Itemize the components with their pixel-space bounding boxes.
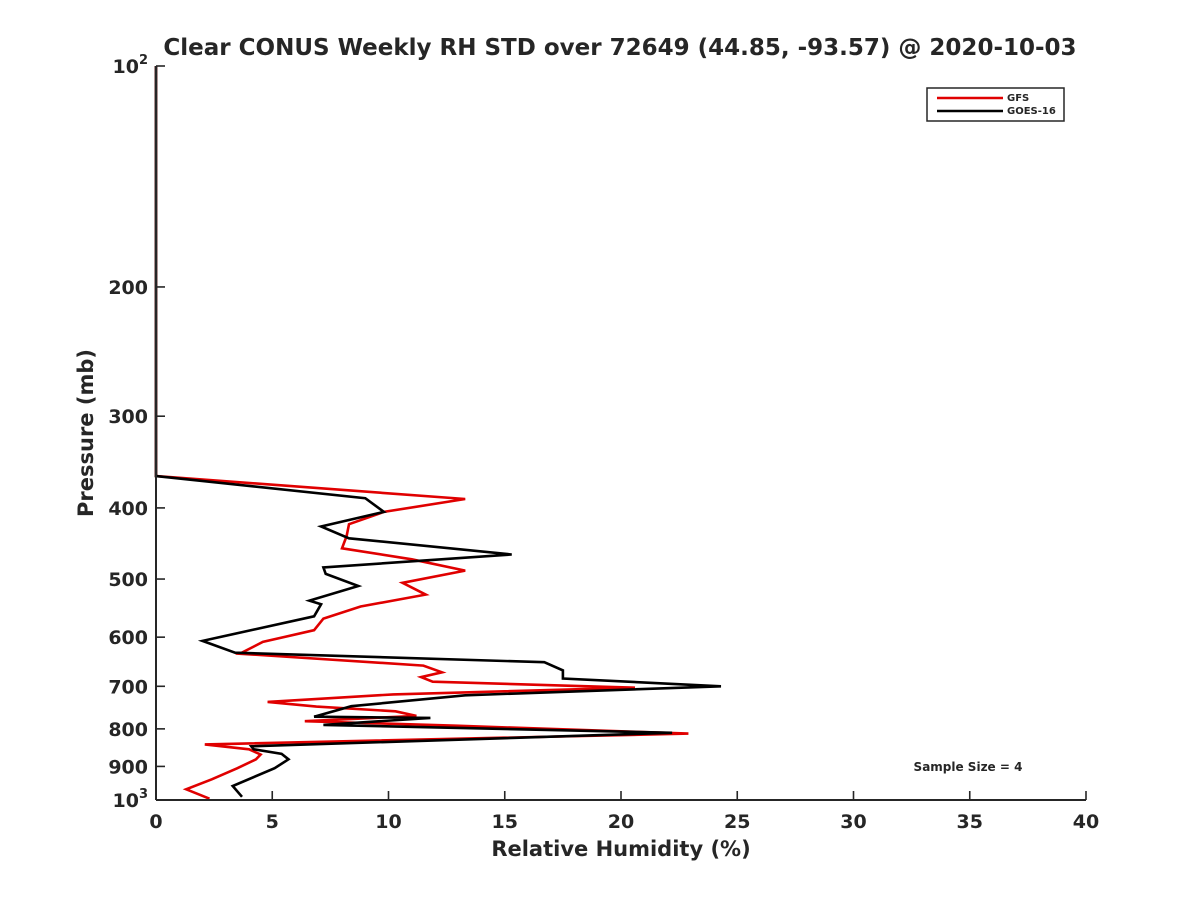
y-tick-label: 102	[113, 53, 149, 78]
y-tick-label: 900	[108, 756, 148, 778]
y-tick-label: 700	[108, 676, 148, 698]
x-tick-label: 20	[608, 811, 634, 833]
x-tick-label: 40	[1073, 811, 1099, 833]
chart-title: Clear CONUS Weekly RH STD over 72649 (44…	[163, 35, 1076, 61]
x-tick-label: 35	[957, 811, 983, 833]
y-axis-label: Pressure (mb)	[74, 349, 98, 517]
x-tick-label: 25	[724, 811, 750, 833]
y-tick-label: 300	[108, 406, 148, 428]
x-tick-label: 0	[149, 811, 162, 833]
x-tick-label: 10	[375, 811, 401, 833]
sample-size-annotation: Sample Size = 4	[914, 760, 1023, 774]
x-tick-label: 15	[492, 811, 518, 833]
x-axis-label: Relative Humidity (%)	[491, 837, 750, 861]
series-line-goes16	[154, 66, 722, 798]
x-ticks: 0 5 10 15 20 25 30 35 40	[149, 791, 1099, 833]
y-tick-label: 800	[108, 719, 148, 741]
x-tick-label: 30	[840, 811, 866, 833]
y-tick-label: 600	[108, 627, 148, 649]
legend-label-gfs: GFS	[1007, 93, 1029, 104]
y-ticks: 102 200 300 400 500 600 700 800 900 103	[108, 53, 165, 812]
legend: GFS GOES-16	[926, 87, 1065, 122]
series-layer	[154, 66, 722, 800]
legend-box	[926, 87, 1065, 122]
x-tick-label: 5	[266, 811, 279, 833]
y-tick-label: 200	[108, 277, 148, 299]
legend-label-goes16: GOES-16	[1007, 106, 1056, 117]
y-tick-label: 400	[108, 498, 148, 520]
y-tick-label: 500	[108, 569, 148, 591]
y-tick-label: 103	[113, 787, 149, 812]
series-line-gfs	[154, 66, 689, 800]
